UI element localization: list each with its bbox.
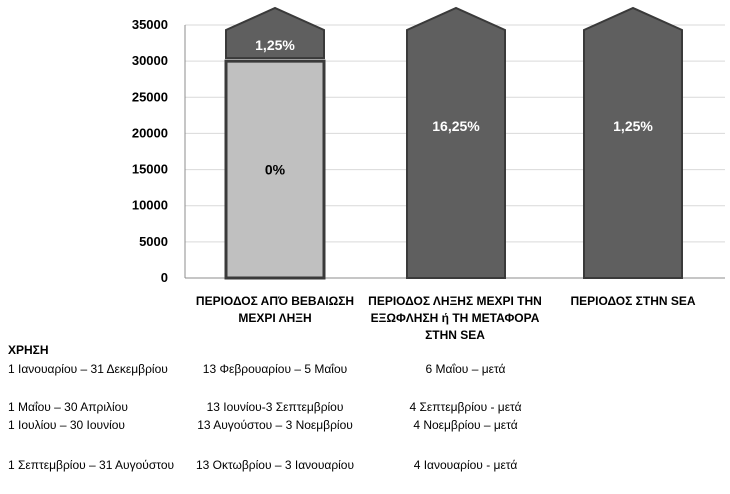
table-cell-after: 6 Μαΐου – μετά: [425, 362, 506, 376]
table-cell-fiscal-year: 1 Σεπτεμβρίου – 31 Αυγούστου: [8, 458, 175, 472]
y-tick-label: 35000: [132, 17, 168, 32]
y-tick-label: 10000: [132, 198, 168, 213]
table-cell-after: 4 Ιανουαρίου - μετά: [413, 458, 518, 472]
y-tick-label: 20000: [132, 125, 168, 140]
table-cell-fiscal-year: 1 Ιουλίου – 30 Ιουνίου: [8, 418, 125, 432]
bar-cap-label-0: 1,25%: [255, 37, 295, 53]
bar-0: [224, 59, 326, 280]
y-tick-label: 0: [161, 270, 168, 285]
y-tick-label: 15000: [132, 162, 168, 177]
table-cell-due-period: 13 Ιουνίου-3 Σεπτεμβρίου: [206, 400, 344, 414]
bar-label-0: 0%: [265, 162, 286, 178]
category-label-1: ΠΕΡΙΟΔΟΣ ΛΗΞΗΣ ΜΕΧΡΙ ΤΗΝ ΕΞΩΦΛΗΣΗ ή ΤΗ Μ…: [368, 294, 542, 342]
table-cell-fiscal-year: 1 Μαΐου – 30 Απριλίου: [8, 400, 128, 414]
bar-cap-0: [225, 6, 325, 60]
table-cell-due-period: 13 Αυγούστου – 3 Νοεμβρίου: [197, 418, 353, 432]
y-tick-label: 5000: [139, 234, 168, 249]
bar-chart: 0 5000 10000 15000 20000 25000 30000 35000 0% 1,2…: [132, 6, 725, 285]
table-cell-fiscal-year: 1 Ιανουαρίου – 31 Δεκεμβρίου: [8, 362, 168, 376]
bar-label-1: 16,25%: [432, 118, 480, 134]
table-cell-due-period: 13 Φεβρουαρίου – 5 Μαΐου: [202, 362, 348, 376]
category-label-2: ΠΕΡΙΟΔΟΣ ΣΤΗΝ SEA: [570, 294, 696, 308]
bar-2: [583, 6, 683, 279]
table-cell-after: 4 Νοεμβρίου – μετά: [413, 418, 518, 432]
table-header: ΧΡΗΣΗ: [8, 343, 49, 357]
y-tick-label: 25000: [132, 89, 168, 104]
bar-label-2: 1,25%: [613, 118, 653, 134]
category-label-0: ΠΕΡΙΟΔΟΣ ΑΠΌ ΒΕΒΑΙΩΣΗ ΜΕΧΡΙ ΛΗΞΗ: [195, 294, 355, 325]
table-cell-after: 4 Σεπτεμβρίου - μετά: [409, 400, 522, 414]
table-cell-due-period: 13 Οκτωβρίου – 3 Ιανουαρίου: [195, 458, 355, 472]
y-tick-label: 30000: [132, 53, 168, 68]
bar-1: [406, 6, 506, 279]
